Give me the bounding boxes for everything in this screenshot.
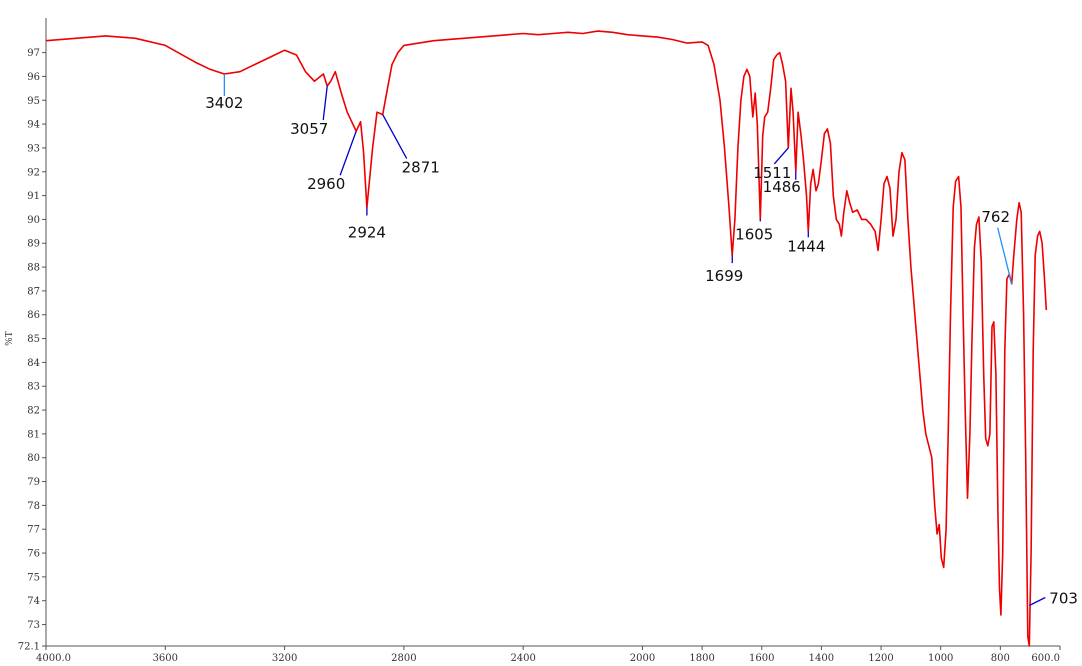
x-tick-label: 3200 — [272, 653, 297, 664]
peak-label-703: 703 — [1049, 589, 1078, 607]
y-axis-ticks: 72.1 73 74 75 76 77 78 79 80 81 82 83 84 85 86 87 88 89 90… — [18, 48, 46, 653]
peak-label-1486: 1486 — [763, 178, 801, 196]
peak-leader-line — [339, 131, 357, 176]
axes — [45, 18, 1060, 647]
y-tick-label: 78 — [27, 501, 40, 512]
x-tick-label: 1800 — [689, 653, 714, 664]
y-tick-label: 90 — [27, 215, 40, 226]
peak-leader-line — [773, 147, 789, 165]
y-tick-label: 79 — [27, 477, 40, 488]
y-tick-label: 95 — [27, 96, 40, 107]
x-tick-label: 800 — [991, 653, 1010, 664]
y-tick-label: 88 — [27, 263, 40, 274]
y-tick-label: 92 — [27, 167, 40, 178]
peak-label-2924: 2924 — [348, 224, 386, 242]
x-tick-label: 2000 — [630, 653, 655, 664]
peak-leader-line — [997, 227, 1013, 284]
peak-leader-line — [382, 114, 408, 159]
y-tick-label: 75 — [27, 572, 40, 583]
x-tick-label: 2800 — [391, 653, 416, 664]
y-tick-label: 85 — [27, 334, 40, 345]
y-tick-label: 82 — [27, 406, 40, 417]
x-axis-ticks: 4000.0 3600 3200 2800 2400 2000 1800 1600 1400 12… — [36, 646, 1061, 664]
x-tick-label: 1200 — [868, 653, 893, 664]
peak-label-1511: 1511 — [753, 164, 791, 182]
x-tick-label: 2400 — [510, 653, 535, 664]
y-tick-label: 73 — [27, 620, 40, 631]
y-axis-label: %T — [5, 331, 15, 346]
y-tick-label: 91 — [27, 191, 40, 202]
peak-label-3057: 3057 — [290, 120, 328, 138]
peak-label-2960: 2960 — [307, 175, 345, 193]
y-tick-label: 83 — [27, 382, 40, 393]
x-tick-label: 4000.0 — [36, 653, 71, 664]
y-tick-label: 72.1 — [18, 642, 40, 653]
x-tick-label: 1000 — [928, 653, 953, 664]
y-tick-label: 76 — [27, 549, 40, 560]
peak-leader-line — [1028, 596, 1046, 607]
y-tick-label: 80 — [27, 453, 40, 464]
peak-leader-line — [322, 85, 328, 121]
peak-label-3402: 3402 — [205, 94, 243, 112]
y-tick-label: 84 — [27, 358, 40, 369]
x-tick-label: 1600 — [749, 653, 774, 664]
x-tick-label: 600.0 — [1031, 653, 1060, 664]
peak-label-1605: 1605 — [735, 225, 773, 243]
y-tick-label: 96 — [27, 72, 40, 83]
y-tick-label: 87 — [27, 286, 40, 297]
peak-label-2871: 2871 — [402, 159, 440, 177]
x-tick-label: 1400 — [809, 653, 834, 664]
peak-label-762: 762 — [981, 208, 1010, 226]
y-tick-label: 93 — [27, 143, 40, 154]
peak-label-1444: 1444 — [787, 237, 825, 255]
y-tick-label: 74 — [27, 596, 40, 607]
peak-label-1699: 1699 — [705, 267, 743, 285]
y-tick-label: 89 — [27, 239, 40, 250]
y-tick-label: 86 — [27, 310, 40, 321]
y-tick-label: 94 — [27, 120, 40, 131]
y-tick-label: 77 — [27, 525, 40, 536]
y-tick-label: 81 — [27, 429, 40, 440]
y-tick-label: 97 — [27, 48, 40, 59]
spectrum-line — [45, 30, 1048, 647]
x-tick-label: 3600 — [153, 653, 178, 664]
